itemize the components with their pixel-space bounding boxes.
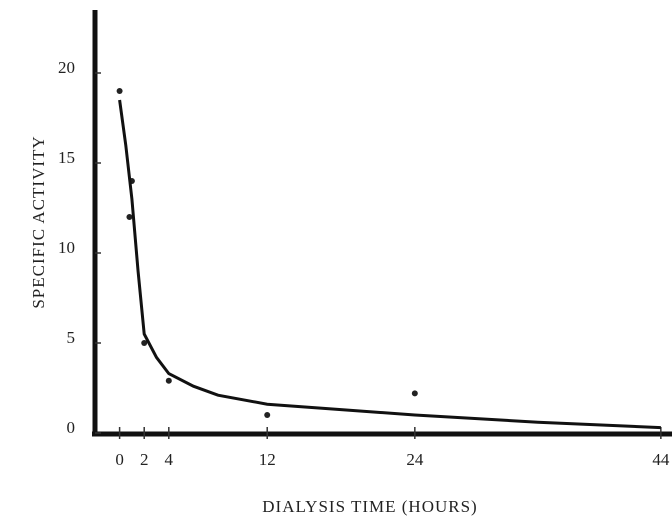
data-point [264,412,271,418]
x-tick-label: 0 [115,450,124,469]
y-tick-label: 15 [58,148,75,167]
y-axis-label: SPECIFIC ACTIVITY [29,135,48,308]
x-tick-label: 44 [652,450,670,469]
x-tick-label: 24 [406,450,424,469]
data-point [126,214,133,220]
y-tick-label: 20 [58,58,75,77]
x-tick-label: 12 [259,450,276,469]
x-tick-label: 2 [140,450,149,469]
x-tick-label: 4 [165,450,174,469]
data-point [411,390,418,397]
y-tick-label: 10 [58,238,75,257]
fit-curve [118,99,661,430]
x-axis-label: DIALYSIS TIME (HOURS) [262,497,477,516]
y-tick-label: 0 [67,418,76,437]
data-point [141,340,148,346]
y-tick-label: 5 [67,328,76,347]
data-point [116,88,123,94]
data-point [165,377,172,384]
